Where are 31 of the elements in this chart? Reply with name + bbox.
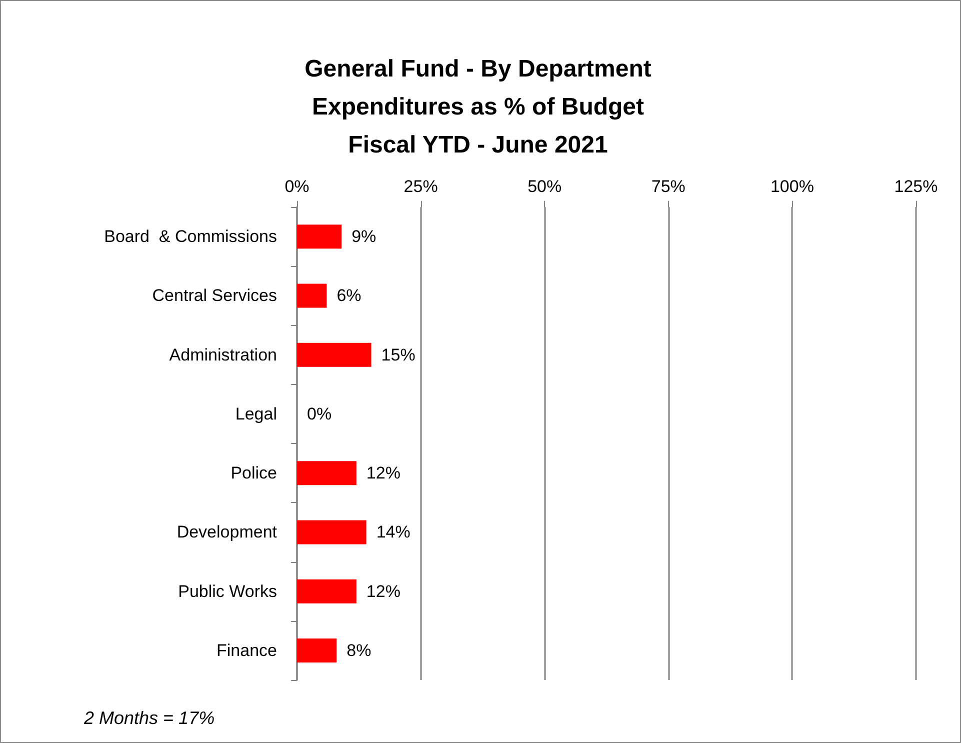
y-tick-label: Administration (169, 345, 277, 364)
bar (297, 224, 342, 249)
x-tick-label: 0% (284, 177, 310, 196)
data-label: 12% (366, 582, 400, 601)
bar (297, 284, 327, 308)
x-tick-label: 125% (894, 177, 938, 196)
data-label: 15% (381, 345, 416, 364)
y-tick-label: Board & Commissions (104, 227, 277, 246)
data-label: 0% (307, 404, 332, 424)
data-label: 8% (346, 640, 372, 660)
bar (297, 638, 337, 662)
text: 2 Months = 17% (83, 708, 215, 728)
bar (297, 520, 366, 544)
x-tick-label: 75% (651, 177, 686, 196)
bar (297, 579, 356, 604)
chart-title: General Fund - By Department Expenditures as % of Budget Fiscal YTD - June 2021 (304, 56, 652, 158)
x-tick-label: 25% (404, 177, 438, 196)
y-tick-label: Finance (216, 640, 277, 660)
data-label: 6% (336, 286, 362, 306)
y-tick-label: Public Works (178, 582, 277, 601)
x-tick-label: 100% (770, 177, 814, 196)
x-tick-label: 50% (528, 177, 562, 196)
y-tick-label: Legal (235, 404, 277, 424)
data-label: 9% (352, 227, 376, 246)
data-label: 12% (366, 464, 400, 483)
y-tick-label: Police (230, 464, 277, 483)
data-label: 14% (376, 522, 410, 542)
y-tick-label: Central Services (152, 286, 277, 306)
bar (297, 342, 372, 367)
y-tick-label: Development (176, 522, 278, 542)
bar (297, 461, 356, 486)
